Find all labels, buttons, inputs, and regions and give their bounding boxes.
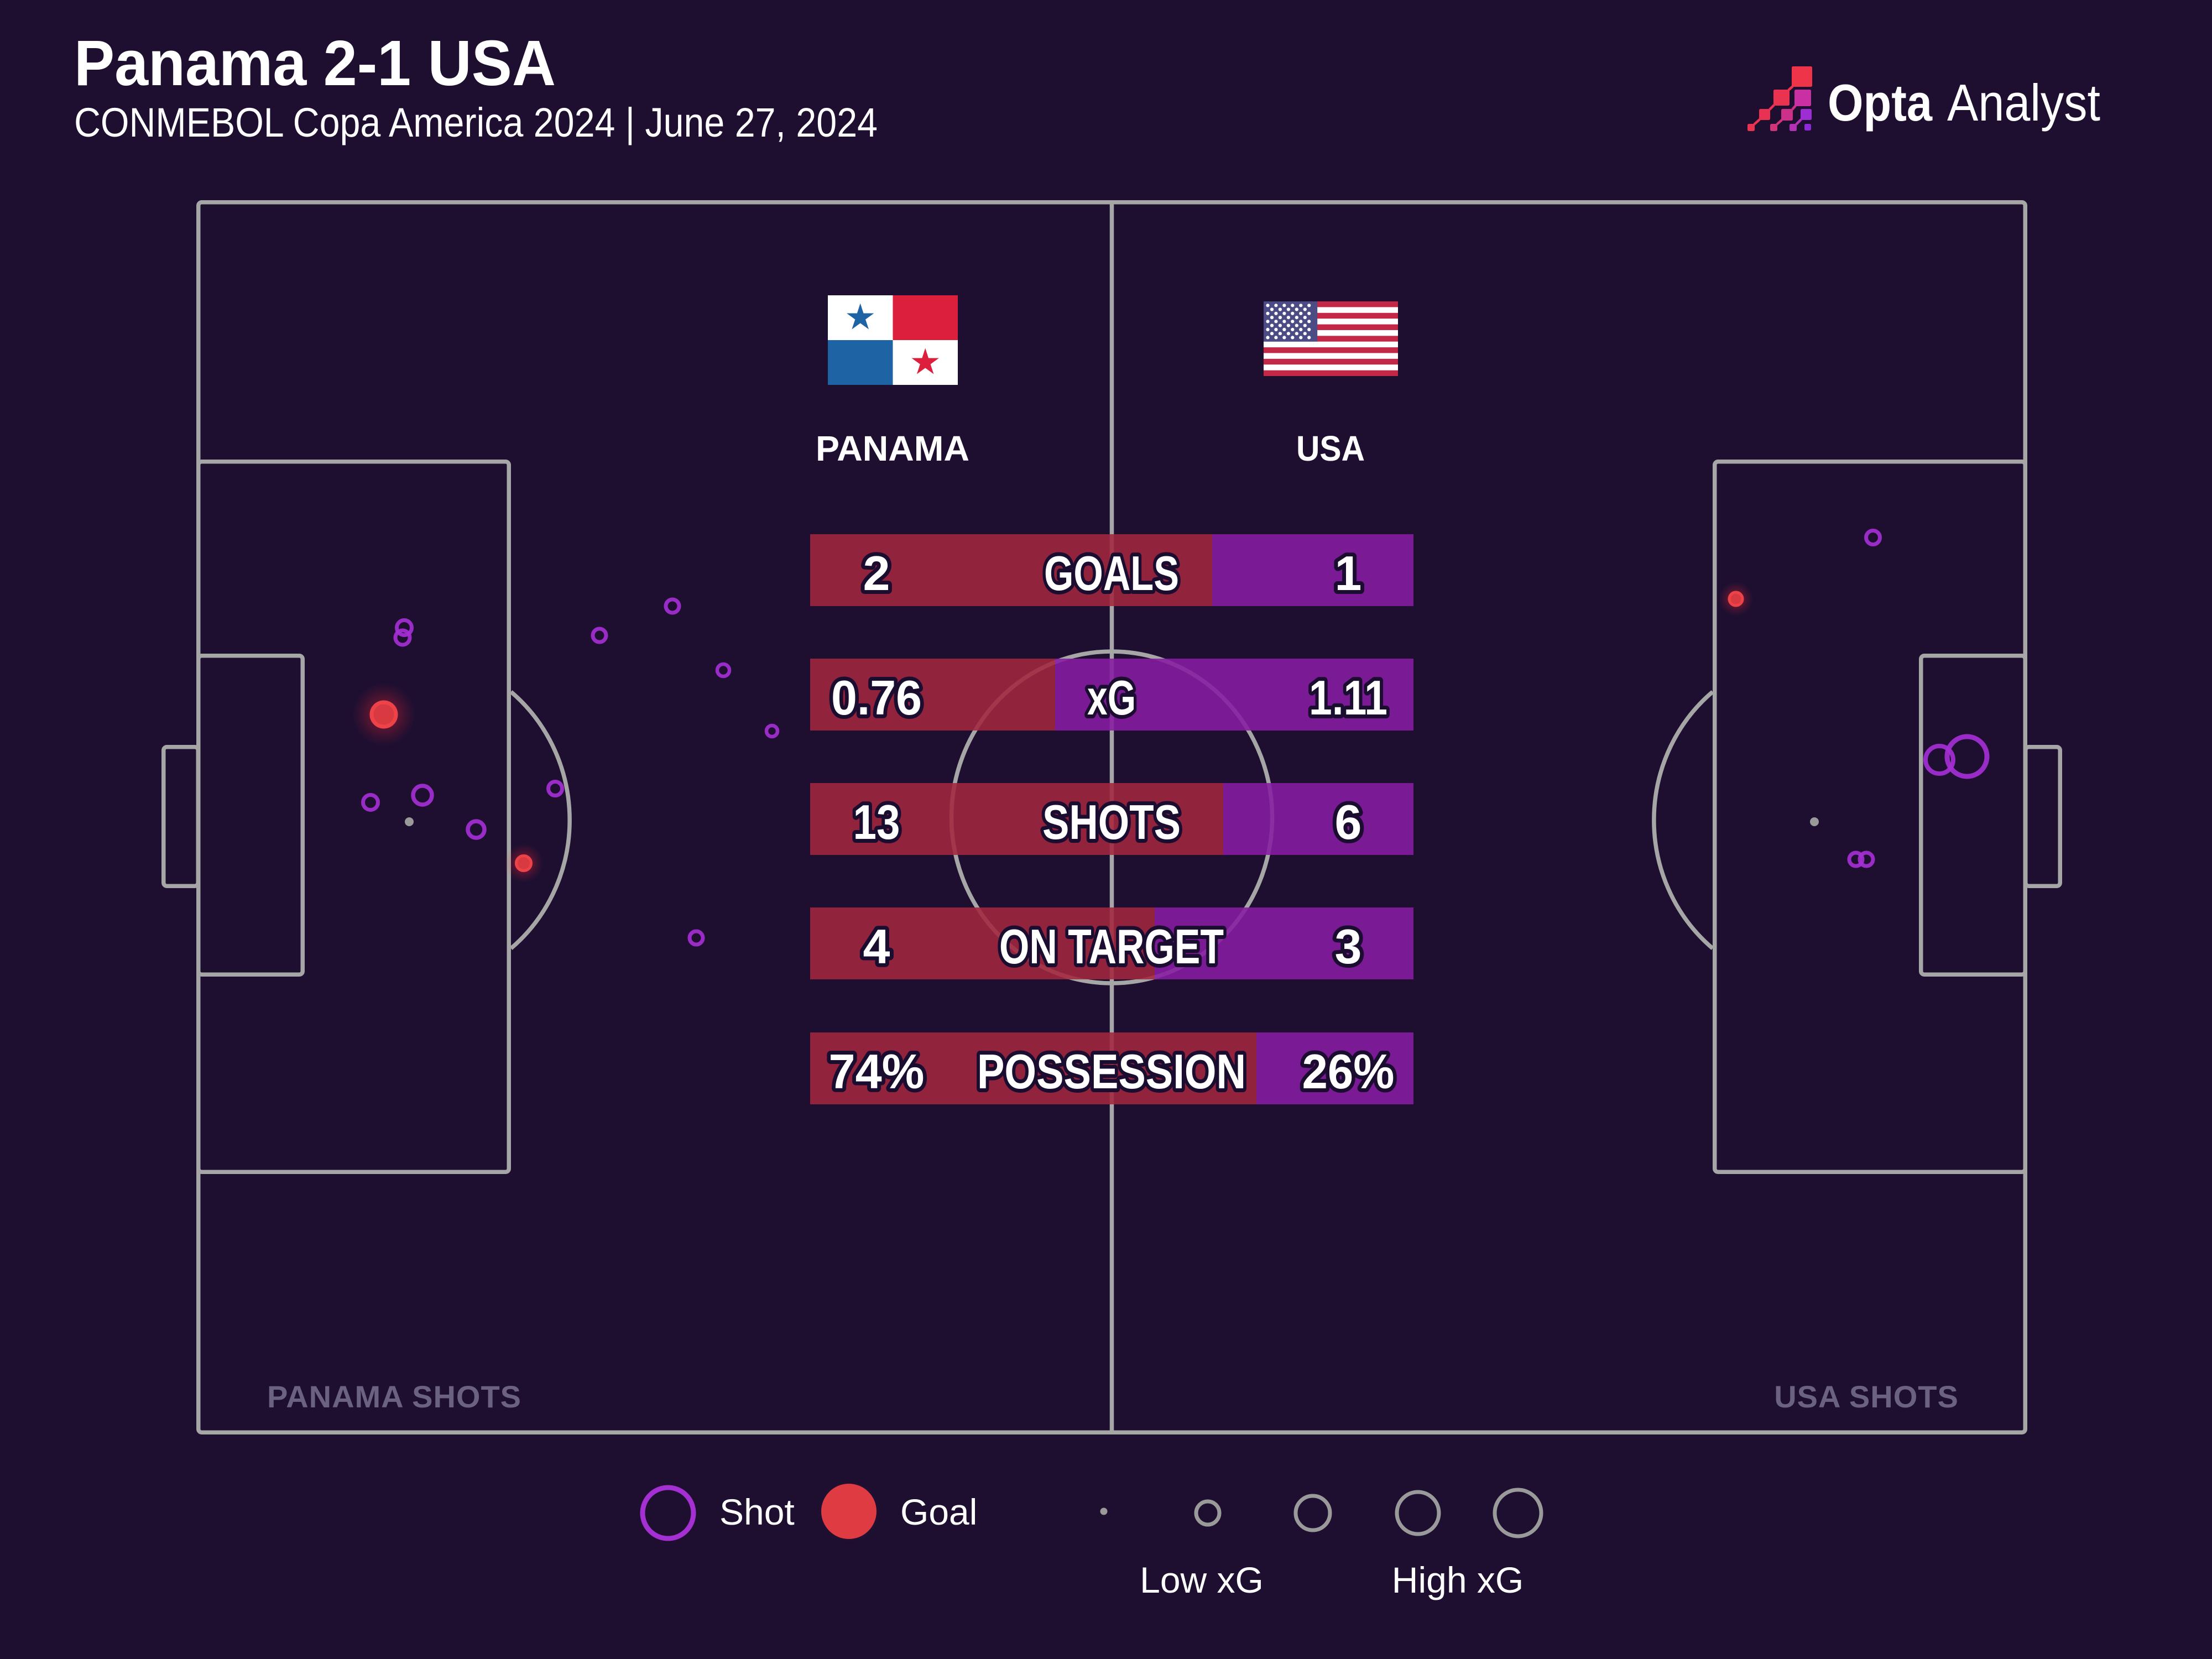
svg-text:26%: 26% bbox=[1302, 1044, 1395, 1099]
svg-text:Goal: Goal bbox=[900, 1491, 977, 1532]
svg-text:USA SHOTS: USA SHOTS bbox=[1774, 1379, 1959, 1414]
svg-text:High xG: High xG bbox=[1392, 1559, 1524, 1600]
svg-text:xG: xG bbox=[1087, 670, 1136, 725]
svg-text:Panama 2-1 USA: Panama 2-1 USA bbox=[74, 27, 556, 99]
svg-text:Opta: Opta bbox=[1828, 74, 1933, 132]
svg-text:PANAMA: PANAMA bbox=[816, 429, 969, 468]
svg-text:3: 3 bbox=[1335, 919, 1362, 974]
svg-text:Low xG: Low xG bbox=[1140, 1559, 1264, 1600]
svg-text:PANAMA SHOTS: PANAMA SHOTS bbox=[267, 1379, 521, 1414]
svg-text:1: 1 bbox=[1335, 546, 1362, 601]
svg-text:USA: USA bbox=[1296, 429, 1365, 468]
svg-text:GOALS: GOALS bbox=[1044, 546, 1179, 601]
svg-text:13: 13 bbox=[853, 795, 900, 849]
svg-text:Shot: Shot bbox=[719, 1491, 795, 1532]
svg-text:2: 2 bbox=[863, 546, 890, 601]
svg-text:CONMEBOL Copa America 2024 | J: CONMEBOL Copa America 2024 | June 27, 20… bbox=[74, 100, 878, 145]
svg-text:74%: 74% bbox=[829, 1044, 925, 1099]
svg-text:SHOTS: SHOTS bbox=[1042, 795, 1181, 849]
svg-text:1.11: 1.11 bbox=[1309, 670, 1387, 725]
svg-text:ON TARGET: ON TARGET bbox=[999, 919, 1224, 974]
svg-text:POSSESSION: POSSESSION bbox=[977, 1044, 1246, 1099]
svg-text:Analyst: Analyst bbox=[1947, 74, 2100, 132]
svg-text:0.76: 0.76 bbox=[831, 670, 922, 725]
svg-text:6: 6 bbox=[1335, 795, 1362, 849]
svg-text:4: 4 bbox=[863, 919, 890, 974]
